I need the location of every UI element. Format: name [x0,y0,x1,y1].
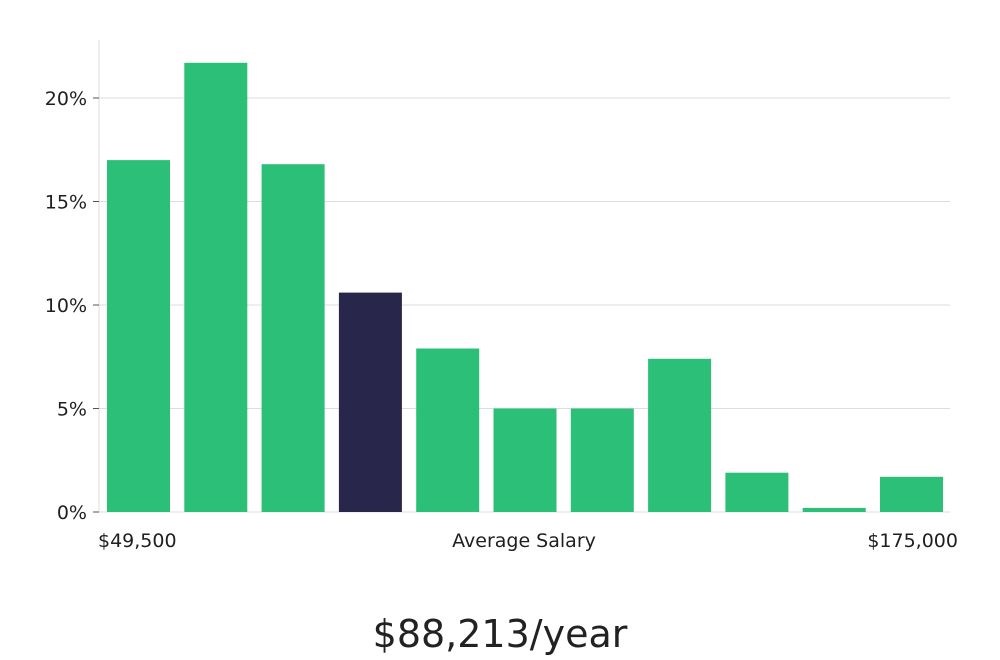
y-tick-label: 5% [57,399,87,421]
bar [725,472,789,512]
bar [570,408,634,512]
x-axis-label: Average Salary [452,530,596,552]
bars [107,62,943,513]
y-tick-label: 10% [45,295,87,317]
bar [493,408,557,512]
range-max-label: $175,000 [867,530,958,552]
y-tick-label: 0% [57,502,87,524]
bar [416,348,480,512]
bar [184,62,248,513]
bar [880,476,943,512]
y-axis: 0% 5% 10% 15% 20% [45,40,100,524]
bar-highlight-average [338,292,402,512]
bar [802,507,866,512]
bar [648,358,712,512]
range-min-label: $49,500 [98,530,177,552]
average-salary-label: $88,213/year [373,612,628,656]
bar [261,164,325,512]
y-tick-label: 20% [45,88,87,110]
bar [107,160,170,512]
y-tick-label: 15% [45,192,87,214]
